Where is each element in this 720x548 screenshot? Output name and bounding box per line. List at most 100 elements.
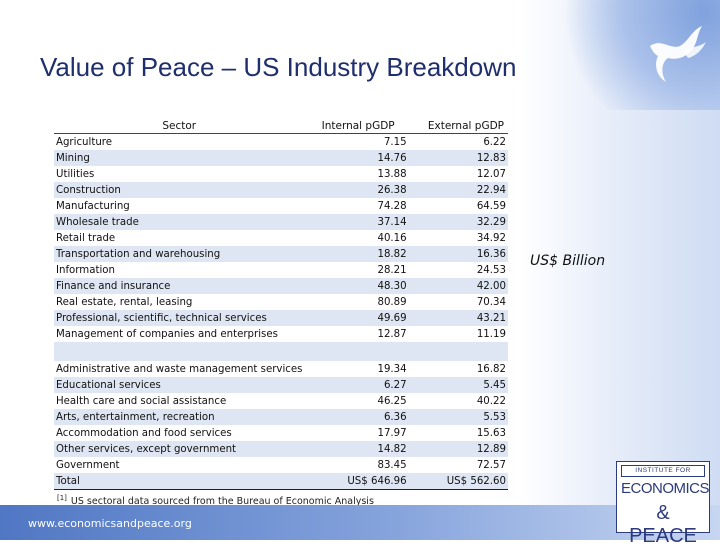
header-internal-pgdp: Internal pGDP [304,118,409,134]
internal-cell: 46.25 [377,395,407,407]
sector-cell: Administrative and waste management serv… [56,363,303,375]
table-row: Educational services 6.27 5.45 [54,377,508,393]
table-row: Construction 26.38 22.94 [54,182,508,198]
dove-icon [650,26,706,82]
external-cell: 34.92 [476,232,506,244]
table-row: Wholesale trade 37.14 32.29 [54,214,508,230]
table-row: Administrative and waste management serv… [54,361,508,377]
sector-cell: Construction [54,182,305,198]
internal-cell: 14.76 [304,150,409,166]
sector-cell: Real estate, rental, leasing [56,296,193,308]
sector-cell: Management of companies and enterprises [56,328,278,340]
sector-cell: Transportation and warehousing [54,246,305,262]
external-cell: 42.00 [408,278,508,294]
external-cell: 40.22 [476,395,506,407]
sector-cell: Educational services [54,377,305,393]
table-row: Utilities 13.88 12.07 [54,166,508,182]
internal-cell: 80.89 [377,296,407,308]
header-sector: Sector [54,118,305,134]
table-header-row: Sector Internal pGDP External pGDP [54,118,508,134]
internal-cell: 18.82 [304,246,409,262]
external-cell: 64.59 [476,200,506,212]
industry-breakdown-table: Sector Internal pGDP External pGDP Agric… [54,118,508,490]
external-cell: 12.89 [408,441,508,457]
internal-cell: 48.30 [304,278,409,294]
table-row: Government 83.45 72.57 [54,457,508,473]
table-row: Professional, scientific, technical serv… [54,310,508,326]
internal-cell: 49.69 [304,310,409,326]
table-row: Retail trade 40.16 34.92 [54,230,508,246]
external-cell: 12.83 [408,150,508,166]
sector-cell: Wholesale trade [54,214,305,230]
internal-cell: 13.88 [377,168,407,180]
external-cell: 15.63 [476,427,506,439]
external-cell: 5.53 [408,409,508,425]
sector-cell: Arts, entertainment, recreation [54,409,305,425]
external-cell: 24.53 [476,264,506,276]
sector-cell: Accommodation and food services [56,427,232,439]
footnote-marker: [1] [57,494,67,502]
table-row: Manufacturing 74.28 64.59 [54,198,508,214]
logo-line-2: ECONOMICS [621,480,710,497]
header-external-pgdp: External pGDP [408,118,508,134]
internal-cell: 19.34 [377,363,407,375]
internal-cell: 83.45 [377,459,407,471]
sector-cell: Government [56,459,120,471]
table-row: Accommodation and food services 17.97 15.6… [54,425,508,441]
table-row: Arts, entertainment, recreation 6.36 5.53 [54,409,508,425]
table-row: Transportation and warehousing 18.82 16.36 [54,246,508,262]
external-cell: 22.94 [408,182,508,198]
internal-cell: 26.38 [304,182,409,198]
table-row: Management of companies and enterprises 1… [54,326,508,342]
sector-cell: Finance and insurance [54,278,305,294]
total-label: Total [54,473,305,490]
internal-cell: 6.27 [304,377,409,393]
table-row: Information 28.21 24.53 [54,262,508,278]
internal-cell: 6.36 [304,409,409,425]
logo-line-3: & PEACE [629,502,697,547]
footnote: [1] US sectoral data sourced from the Bur… [57,494,374,507]
table-spacer-row [54,342,508,361]
internal-cell: 37.14 [304,214,409,230]
table-row: Other services, except government 14.82 12… [54,441,508,457]
sector-cell: Agriculture [56,136,113,148]
total-external: US$ 562.60 [408,473,508,490]
sector-cell: Utilities [56,168,95,180]
external-cell: 16.82 [476,363,506,375]
external-cell: 6.22 [483,136,506,148]
table-row: Mining 14.76 12.83 [54,150,508,166]
external-cell: 32.29 [408,214,508,230]
footer-band [0,505,720,540]
footer-url: www.economicsandpeace.org [28,517,192,530]
sector-cell: Mining [54,150,305,166]
footnote-text: US sectoral data sourced from the Bureau… [70,496,374,508]
iep-logo: INSTITUTE FOR ECONOMICS & PEACE [616,461,710,547]
table-row: Agriculture 7.15 6.22 [54,134,508,151]
table-row: Real estate, rental, leasing 80.89 70.34 [54,294,508,310]
internal-cell: 74.28 [377,200,407,212]
external-cell: 5.45 [408,377,508,393]
unit-label: US$ Billion [530,253,606,269]
internal-cell: 7.15 [383,136,407,148]
external-cell: 11.19 [476,328,506,340]
sector-cell: Professional, scientific, technical serv… [54,310,305,326]
internal-cell: 12.87 [377,328,407,340]
sector-cell: Manufacturing [56,200,130,212]
external-cell: 70.34 [476,296,506,308]
total-internal: US$ 646.96 [304,473,409,490]
slide-title: Value of Peace – US Industry Breakdown [40,52,517,82]
internal-cell: 40.16 [377,232,407,244]
external-cell: 43.21 [408,310,508,326]
external-cell: 16.36 [408,246,508,262]
internal-cell: 14.82 [304,441,409,457]
external-cell: 12.07 [476,168,506,180]
sector-cell: Information [56,264,115,276]
internal-cell: 28.21 [377,264,407,276]
external-cell: 72.57 [476,459,506,471]
sector-cell: Retail trade [56,232,116,244]
table-row: Finance and insurance 48.30 42.00 [54,278,508,294]
sector-cell: Other services, except government [54,441,305,457]
logo-line-1: INSTITUTE FOR [621,465,705,477]
table-row: Health care and social assistance 46.25 40… [54,393,508,409]
table-total-row: Total US$ 646.96 US$ 562.60 [54,473,508,490]
